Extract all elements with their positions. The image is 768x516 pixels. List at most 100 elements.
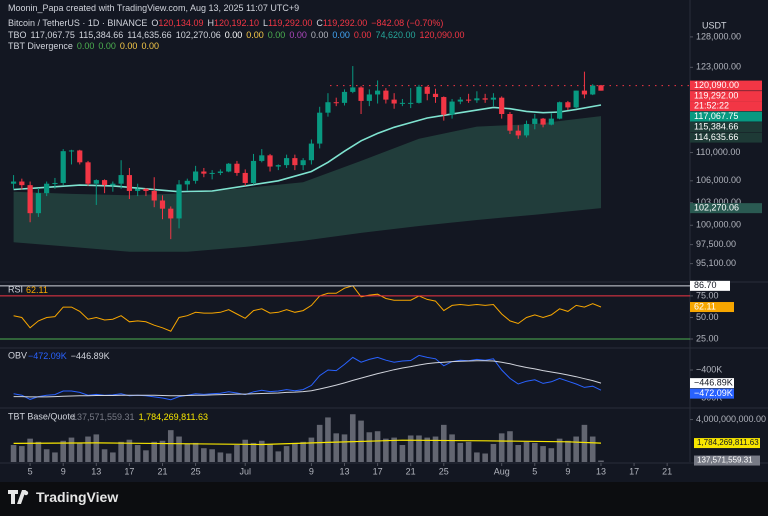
indicator-line [13, 354, 602, 401]
candle-body [151, 190, 157, 201]
candle-body [27, 185, 33, 214]
ohlc-item: L119,292.00 [263, 18, 312, 28]
y-tick-label: 123,000.00 [696, 62, 741, 72]
volume-bar [383, 438, 389, 462]
y-tick-label: 100,000.00 [696, 220, 741, 230]
candle-body [532, 118, 538, 124]
x-tick-label: 9 [565, 466, 570, 476]
candle-body [474, 98, 480, 101]
volume-ma [13, 439, 602, 446]
x-tick-label: 25 [191, 466, 201, 476]
candle-body [283, 158, 290, 166]
candle-body [267, 155, 273, 167]
volume-bar [498, 433, 505, 462]
candle-body [341, 91, 348, 103]
ohlc-key: O [151, 18, 159, 28]
volume-bar [60, 440, 67, 462]
x-tick-label: 9 [61, 466, 66, 476]
moving-average [13, 104, 602, 193]
price-label-box [690, 122, 762, 133]
legend-value: 0.00 [119, 41, 138, 51]
ohlc-value: 119,292.00 [322, 18, 368, 28]
candle-body [110, 183, 116, 186]
price-label: 119,292.00 [694, 90, 738, 100]
volume-bar [52, 452, 58, 462]
volume-bar [416, 435, 422, 462]
brand-icon [8, 490, 29, 504]
band-area [13, 116, 602, 252]
price-label-box [690, 91, 762, 102]
volume-bar [457, 442, 464, 462]
candle-body [35, 193, 41, 214]
rsi-title: RSI [8, 284, 23, 294]
y-tick-label: −400K [696, 364, 722, 374]
x-tick-label: 13 [91, 466, 101, 476]
candle-body [118, 175, 124, 184]
x-tick-label: 17 [373, 466, 383, 476]
candle-body [399, 102, 406, 104]
legend-value: 0.00 [289, 30, 307, 40]
pane [10, 66, 604, 252]
candle-body [101, 180, 108, 186]
volume-bar [283, 446, 290, 462]
candle-body [259, 155, 265, 161]
candle-body [300, 160, 306, 166]
x-tick-label: 5 [28, 466, 33, 476]
volume-bar [325, 417, 331, 462]
price-label-box [690, 203, 762, 214]
x-tick-label: 13 [339, 466, 349, 476]
attribution: Moonin_Papa created with TradingView.com… [8, 3, 300, 13]
volume-bar [192, 442, 199, 462]
volume-bar [217, 452, 224, 462]
ohlc-value: 120,134.09 [158, 18, 204, 28]
volume-bar [391, 437, 397, 462]
candle-body [85, 162, 91, 184]
volume-ma-value: 1,784,269,811.63 [138, 412, 208, 422]
candle-body [192, 171, 199, 181]
price-label: 114,635.66 [694, 132, 738, 142]
y-tick-label: 106,000.00 [696, 175, 741, 185]
candle-body [250, 160, 257, 183]
legend-value: 102,270.06 [175, 30, 221, 40]
legend-value: 0.00 [246, 30, 264, 40]
x-tick-label: 13 [596, 466, 606, 476]
volume-bar [540, 446, 546, 462]
volume-bar [573, 436, 579, 462]
value-box-label: −472.09K [694, 388, 733, 398]
y-tick-label: 50.00 [696, 312, 719, 322]
volume-bar [565, 440, 571, 462]
price-label-box [690, 132, 762, 143]
candle-body [93, 180, 99, 184]
candle-body [126, 175, 132, 191]
x-tick-label: 5 [532, 466, 537, 476]
x-tick-label: 25 [439, 466, 449, 476]
volume-bar [548, 448, 555, 462]
volume-value: 137,571,559.31 [72, 412, 135, 422]
indicator-line [13, 285, 602, 332]
volume-bar [167, 430, 174, 462]
ohlc-item: C119,292.00 [316, 18, 367, 28]
candle-body [408, 102, 414, 104]
candle-body [515, 130, 521, 136]
x-tick-label: 17 [629, 466, 639, 476]
volume-bar [126, 439, 133, 462]
ohlc-item: H120,192.10 [207, 18, 259, 28]
volume-bar [515, 445, 522, 462]
value-box-label: −446.89K [694, 378, 733, 388]
volume-bar [250, 442, 257, 462]
volume-bar [209, 449, 215, 462]
volume-bar [159, 440, 166, 462]
volume-bar [333, 433, 340, 462]
value-box [690, 302, 734, 313]
candle-body [234, 163, 240, 173]
legend-value: 0.00 [224, 30, 243, 40]
price-label: 120,090.00 [694, 80, 739, 90]
y-tick-label: 95,100.00 [696, 258, 736, 268]
obv-value: −472.09K [28, 351, 67, 361]
ma-box [694, 438, 760, 449]
value-box [690, 388, 734, 399]
candle-body [325, 102, 331, 113]
ohlc-value: 119,292.00 [268, 18, 313, 28]
